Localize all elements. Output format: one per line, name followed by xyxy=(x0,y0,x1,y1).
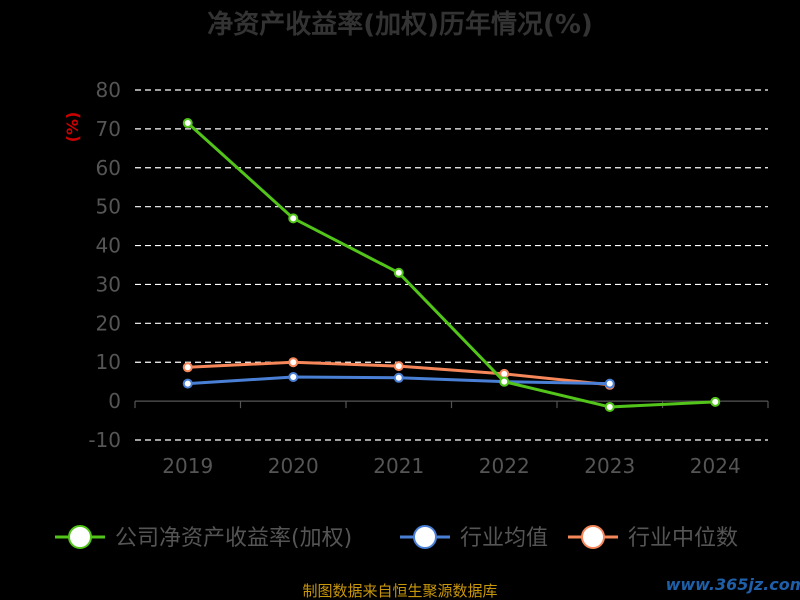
legend-swatch-marker xyxy=(581,525,605,549)
grid-lines xyxy=(135,89,768,441)
x-tick-label: 2019 xyxy=(162,454,213,478)
legend: 公司净资产收益率(加权) 行业均值 行业中位数 xyxy=(55,525,738,551)
data-source-note: 制图数据来自恒生聚源数据库 xyxy=(302,582,497,600)
x-tick-label: 2022 xyxy=(479,454,530,478)
x-tick-label: 2024 xyxy=(690,454,741,478)
x-tick-labels: 2019 2020 2021 2022 2023 2024 xyxy=(162,454,740,478)
data-point xyxy=(393,361,404,372)
data-point xyxy=(288,357,299,368)
y-tick-label: 40 xyxy=(96,234,121,258)
y-tick-label: 20 xyxy=(96,311,121,335)
data-point xyxy=(604,378,615,389)
site-watermark: www.365jz.com xyxy=(666,575,800,594)
data-point xyxy=(182,118,193,129)
y-tick-label: 10 xyxy=(96,350,121,374)
y-tick-label: 60 xyxy=(96,156,121,180)
data-point xyxy=(499,376,510,387)
series-lines xyxy=(182,118,721,412)
data-point xyxy=(604,401,615,412)
y-tick-label: 0 xyxy=(108,389,121,413)
legend-label: 行业均值 xyxy=(460,526,548,551)
series-line xyxy=(186,121,716,409)
legend-swatch-marker xyxy=(413,525,437,549)
y-tick-label: -10 xyxy=(88,428,121,452)
data-point xyxy=(393,372,404,383)
legend-label: 公司净资产收益率(加权) xyxy=(115,526,352,551)
legend-swatch-marker xyxy=(68,525,92,549)
y-axis-unit: (%) xyxy=(63,112,82,143)
data-point xyxy=(288,372,299,382)
legend-label: 行业中位数 xyxy=(628,526,738,551)
y-tick-label: 30 xyxy=(96,272,121,296)
axes xyxy=(134,400,769,409)
y-tick-label: 70 xyxy=(96,117,121,141)
y-tick-label: 80 xyxy=(96,78,121,102)
x-tick-label: 2021 xyxy=(373,454,424,478)
y-tick-labels: 80 70 60 50 40 30 20 10 0 -10 xyxy=(88,78,121,452)
y-tick-label: 50 xyxy=(96,195,121,219)
chart-title: 净资产收益率(加权)历年情况(%) xyxy=(207,9,593,40)
data-point xyxy=(710,396,721,407)
x-tick-label: 2020 xyxy=(268,454,319,478)
data-point xyxy=(288,213,299,224)
data-point xyxy=(182,362,193,373)
data-point xyxy=(182,378,193,389)
data-point xyxy=(393,267,404,278)
x-tick-label: 2023 xyxy=(584,454,635,478)
